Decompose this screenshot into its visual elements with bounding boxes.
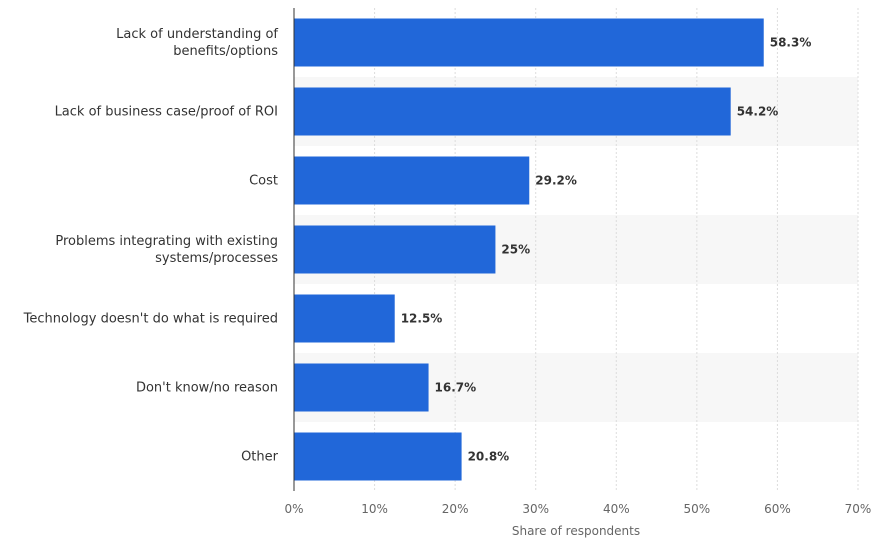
bar[interactable] bbox=[294, 225, 496, 274]
bar[interactable] bbox=[294, 363, 429, 412]
data-label: 20.8% bbox=[468, 450, 510, 464]
category-label: Don't know/no reason bbox=[136, 381, 278, 396]
data-label: 54.2% bbox=[737, 105, 779, 119]
bar[interactable] bbox=[294, 432, 462, 481]
data-label: 16.7% bbox=[435, 381, 477, 395]
x-tick-label: 0% bbox=[284, 502, 303, 516]
x-tick-label: 70% bbox=[845, 502, 872, 516]
x-axis-title: Share of respondents bbox=[512, 524, 640, 538]
category-labels: Lack of understanding of benefits/options… bbox=[23, 27, 279, 465]
category-label: Lack of business case/proof of ROI bbox=[55, 105, 278, 120]
x-tick-label: 60% bbox=[764, 502, 791, 516]
bar[interactable] bbox=[294, 294, 395, 343]
x-tick-labels: 0% 10% 20% 30% 40% 50% 60% 70% bbox=[284, 502, 871, 516]
bars bbox=[294, 18, 764, 481]
bar[interactable] bbox=[294, 87, 731, 136]
data-label: 25% bbox=[501, 243, 530, 257]
category-label: Lack of understanding of benefits/options bbox=[116, 27, 278, 59]
data-labels: 58.3% 54.2% 29.2% 25% 12.5% 16.7% 20.8% bbox=[401, 36, 812, 464]
category-label-line: Cost bbox=[249, 174, 278, 189]
data-label: 12.5% bbox=[401, 312, 443, 326]
category-label-line: Technology doesn't do what is required bbox=[23, 312, 278, 327]
category-label-line: Lack of business case/proof of ROI bbox=[55, 105, 278, 120]
category-label: Technology doesn't do what is required bbox=[23, 312, 278, 327]
category-label: Other bbox=[241, 450, 279, 465]
bar[interactable] bbox=[294, 18, 764, 67]
data-label: 58.3% bbox=[770, 36, 812, 50]
category-label-line: Other bbox=[241, 450, 279, 465]
category-label-line: Don't know/no reason bbox=[136, 381, 278, 396]
category-label-line: Lack of understanding of bbox=[116, 27, 278, 42]
category-label-line: Problems integrating with existing bbox=[55, 234, 278, 249]
bar[interactable] bbox=[294, 156, 530, 205]
x-tick-label: 20% bbox=[442, 502, 469, 516]
category-label: Cost bbox=[249, 174, 278, 189]
x-tick-label: 30% bbox=[522, 502, 549, 516]
data-label: 29.2% bbox=[535, 174, 577, 188]
x-tick-label: 50% bbox=[684, 502, 711, 516]
category-label-line: benefits/options bbox=[173, 44, 278, 59]
x-tick-label: 10% bbox=[361, 502, 388, 516]
x-tick-label: 40% bbox=[603, 502, 630, 516]
category-label: Problems integrating with existing system… bbox=[55, 234, 278, 266]
category-label-line: systems/processes bbox=[155, 251, 278, 266]
